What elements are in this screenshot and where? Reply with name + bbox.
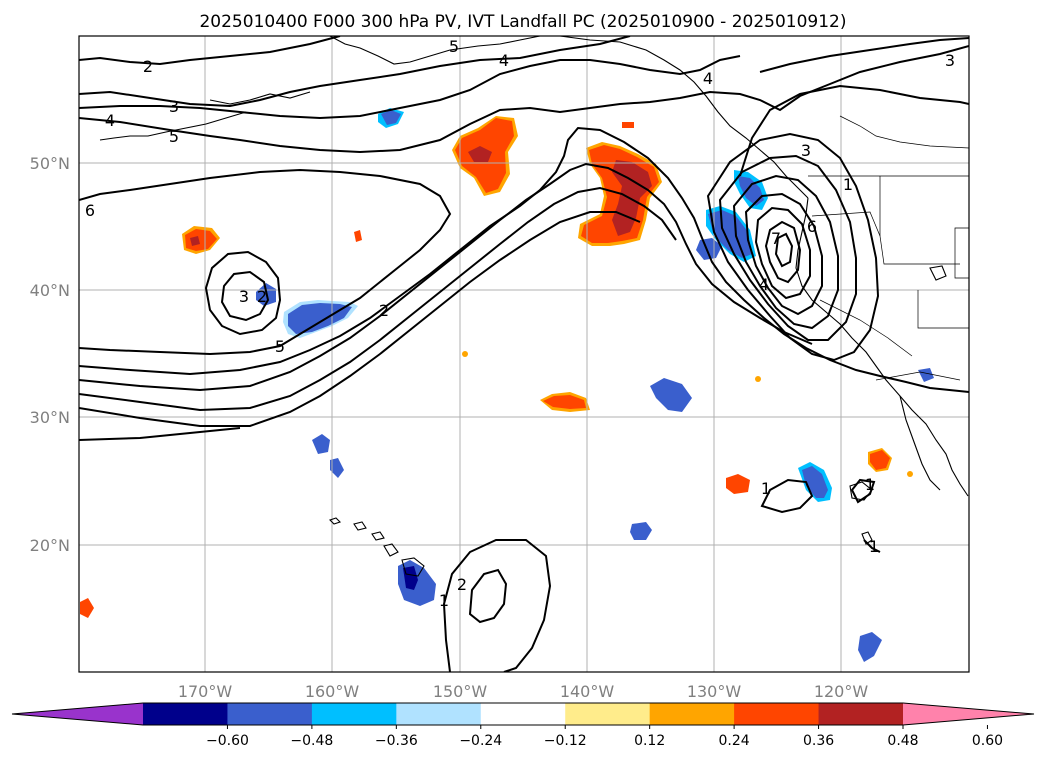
lon-label: 140°W bbox=[560, 682, 615, 701]
colorbar-segment bbox=[734, 703, 820, 725]
colorbar-tick-label: 0.48 bbox=[887, 733, 918, 749]
pc-shading-layer bbox=[80, 108, 934, 662]
contour-label: 4 bbox=[703, 69, 713, 88]
colorbar-tick-label: −0.60 bbox=[206, 733, 249, 749]
lon-label: 120°W bbox=[814, 682, 869, 701]
map-panel: 2 3 4 5 6 5 4 3 2 1 6 7 4 1 1 1 1 2 3 5 … bbox=[78, 35, 970, 673]
colorbar-extend-min bbox=[12, 703, 143, 725]
colorbar-segment bbox=[649, 703, 735, 725]
lon-label: 130°W bbox=[687, 682, 742, 701]
contour-label: 5 bbox=[169, 127, 179, 146]
colorbar-tick-label: 0.60 bbox=[972, 733, 1003, 749]
colorbar-tick-label: −0.48 bbox=[290, 733, 333, 749]
lon-label: 150°W bbox=[433, 682, 488, 701]
colorbar-extend-max bbox=[903, 703, 1034, 725]
contour-label: 3 bbox=[801, 141, 811, 160]
lon-label: 160°W bbox=[305, 682, 360, 701]
contour-label: 1 bbox=[865, 475, 875, 494]
longitude-labels: 170°W 160°W 150°W 140°W 130°W 120°W bbox=[178, 682, 869, 701]
map-frame bbox=[78, 35, 970, 673]
contour-label: 2 bbox=[143, 57, 153, 76]
contour-label: 6 bbox=[85, 201, 95, 220]
contour-label: 7 bbox=[771, 229, 781, 248]
colorbar-tick-label: −0.36 bbox=[375, 733, 418, 749]
contour-label: 5 bbox=[275, 337, 285, 356]
contour-label: 4 bbox=[759, 275, 769, 294]
lat-label: 30°N bbox=[30, 408, 70, 427]
latitude-labels: 50°N 40°N 30°N 20°N bbox=[30, 154, 70, 555]
pv-contours bbox=[79, 36, 969, 672]
contour-label: 2 bbox=[379, 301, 389, 320]
colorbar-tick-label: 0.12 bbox=[634, 733, 665, 749]
colorbar-segment bbox=[818, 703, 904, 725]
contour-label: 4 bbox=[499, 51, 509, 70]
contour-label: 1 bbox=[761, 479, 771, 498]
contour-label: 6 bbox=[807, 217, 817, 236]
colorbar: −0.60 −0.48 −0.36 −0.24 −0.12 0.12 0.24 0.36 0.4… bbox=[11, 702, 1035, 749]
contour-label: 3 bbox=[169, 97, 179, 116]
contour-label: 3 bbox=[945, 51, 955, 70]
colorbar-outline bbox=[11, 702, 1035, 726]
colorbar-segment bbox=[565, 703, 651, 725]
lat-label: 20°N bbox=[30, 536, 70, 555]
colorbar-tick-label: 0.24 bbox=[719, 733, 750, 749]
contour-labels: 2 3 4 5 6 5 4 3 2 1 6 7 4 1 1 1 1 2 3 5 … bbox=[85, 37, 955, 610]
lat-label: 40°N bbox=[30, 281, 70, 300]
colorbar-tick-label: 0.36 bbox=[803, 733, 834, 749]
contour-label: 5 bbox=[449, 37, 459, 56]
figure-title: 2025010400 F000 300 hPa PV, IVT Landfall… bbox=[199, 12, 846, 32]
contour-label: 2 bbox=[257, 287, 267, 306]
negative-anomaly-patches bbox=[256, 108, 934, 662]
coastlines bbox=[99, 36, 969, 577]
contour-label: 4 bbox=[105, 111, 115, 130]
colorbar-segment bbox=[143, 703, 228, 725]
contour-label: 1 bbox=[439, 591, 449, 610]
colorbar-segment bbox=[311, 703, 397, 725]
colorbar-tick-label: −0.24 bbox=[459, 733, 502, 749]
lat-label: 50°N bbox=[30, 154, 70, 173]
contour-label: 1 bbox=[843, 175, 853, 194]
colorbar-segment bbox=[227, 703, 313, 725]
contour-label: 3 bbox=[239, 287, 249, 306]
political-borders bbox=[808, 115, 969, 381]
colorbar-segment bbox=[480, 703, 566, 725]
colorbar-segment bbox=[396, 703, 482, 725]
contour-label: 2 bbox=[457, 575, 467, 594]
colorbar-tick-label: −0.12 bbox=[544, 733, 587, 749]
lon-label: 170°W bbox=[178, 682, 233, 701]
contour-label: 1 bbox=[869, 537, 879, 556]
